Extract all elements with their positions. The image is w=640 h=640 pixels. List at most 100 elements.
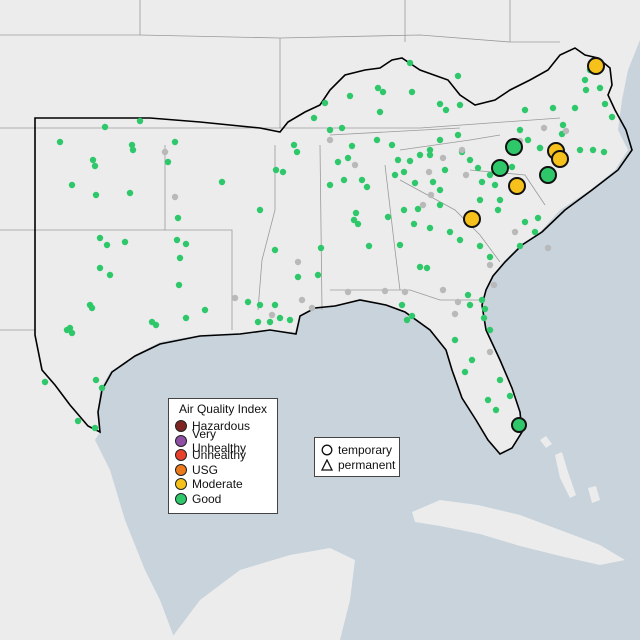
good-monitor[interactable]	[56, 138, 64, 146]
inactive-monitor[interactable]	[486, 348, 494, 356]
good-monitor[interactable]	[486, 326, 494, 334]
good-monitor[interactable]	[218, 178, 226, 186]
good-monitor[interactable]	[414, 205, 422, 213]
good-monitor[interactable]	[174, 214, 182, 222]
inactive-monitor[interactable]	[381, 287, 389, 295]
good-monitor[interactable]	[321, 99, 329, 107]
good-monitor[interactable]	[481, 305, 489, 313]
good-monitor[interactable]	[91, 162, 99, 170]
good-monitor[interactable]	[454, 72, 462, 80]
good-monitor[interactable]	[406, 157, 414, 165]
good-monitor[interactable]	[582, 86, 590, 94]
good-monitor[interactable]	[171, 138, 179, 146]
good-monitor[interactable]	[478, 178, 486, 186]
good-monitor[interactable]	[484, 396, 492, 404]
inactive-monitor[interactable]	[490, 281, 498, 289]
inactive-monitor[interactable]	[454, 298, 462, 306]
good-monitor[interactable]	[494, 206, 502, 214]
good-monitor[interactable]	[388, 141, 396, 149]
good-monitor[interactable]	[176, 254, 184, 262]
inactive-monitor[interactable]	[308, 304, 316, 312]
good-monitor[interactable]	[365, 242, 373, 250]
good-monitor[interactable]	[376, 108, 384, 116]
inactive-monitor[interactable]	[439, 154, 447, 162]
inactive-monitor[interactable]	[171, 193, 179, 201]
good-monitor[interactable]	[436, 136, 444, 144]
good-monitor[interactable]	[581, 76, 589, 84]
good-monitor[interactable]	[317, 244, 325, 252]
good-monitor[interactable]	[496, 376, 504, 384]
good-monitor[interactable]	[446, 228, 454, 236]
good-monitor[interactable]	[496, 196, 504, 204]
good-monitor[interactable]	[403, 316, 411, 324]
good-monitor[interactable]	[436, 100, 444, 108]
inactive-monitor[interactable]	[451, 310, 459, 318]
good-monitor[interactable]	[398, 301, 406, 309]
good-monitor[interactable]	[129, 146, 137, 154]
good-monitor[interactable]	[608, 113, 616, 121]
good-monitor[interactable]	[91, 424, 99, 432]
inactive-monitor[interactable]	[562, 127, 570, 135]
good-monitor[interactable]	[272, 166, 280, 174]
good-monitor[interactable]	[411, 179, 419, 187]
good-monitor[interactable]	[524, 136, 532, 144]
good-monitor[interactable]	[576, 146, 584, 154]
good-monitor[interactable]	[468, 356, 476, 364]
good-monitor[interactable]	[451, 336, 459, 344]
good-monitor[interactable]	[511, 417, 527, 433]
good-monitor[interactable]	[63, 326, 71, 334]
inactive-monitor[interactable]	[511, 228, 519, 236]
good-monitor[interactable]	[98, 384, 106, 392]
good-monitor[interactable]	[589, 146, 597, 154]
good-monitor[interactable]	[601, 100, 609, 108]
good-monitor[interactable]	[279, 168, 287, 176]
good-monitor[interactable]	[286, 316, 294, 324]
good-monitor[interactable]	[348, 142, 356, 150]
inactive-monitor[interactable]	[401, 288, 409, 296]
good-monitor[interactable]	[121, 238, 129, 246]
good-monitor[interactable]	[461, 368, 469, 376]
good-monitor[interactable]	[340, 176, 348, 184]
good-monitor[interactable]	[423, 264, 431, 272]
good-monitor[interactable]	[373, 136, 381, 144]
good-monitor[interactable]	[173, 236, 181, 244]
inactive-monitor[interactable]	[544, 244, 552, 252]
good-monitor[interactable]	[346, 92, 354, 100]
good-monitor[interactable]	[152, 321, 160, 329]
featured-monitors[interactable]	[463, 57, 605, 433]
good-monitor[interactable]	[466, 301, 474, 309]
good-monitor[interactable]	[106, 271, 114, 279]
good-monitor[interactable]	[126, 189, 134, 197]
inactive-monitor[interactable]	[161, 148, 169, 156]
good-monitor[interactable]	[101, 123, 109, 131]
moderate-monitor[interactable]	[463, 210, 481, 228]
good-monitor[interactable]	[531, 228, 539, 236]
good-monitor[interactable]	[92, 376, 100, 384]
inactive-monitor[interactable]	[486, 261, 494, 269]
good-monitor[interactable]	[480, 314, 488, 322]
inactive-monitor[interactable]	[419, 201, 427, 209]
good-monitor[interactable]	[456, 236, 464, 244]
good-monitor[interactable]	[476, 196, 484, 204]
good-monitor[interactable]	[384, 213, 392, 221]
good-monitor[interactable]	[41, 378, 49, 386]
good-monitor[interactable]	[406, 59, 414, 67]
good-monitor[interactable]	[508, 163, 516, 171]
good-monitor[interactable]	[68, 181, 76, 189]
inactive-monitor[interactable]	[458, 146, 466, 154]
good-monitor[interactable]	[549, 104, 557, 112]
good-monitor[interactable]	[103, 241, 111, 249]
good-monitor[interactable]	[344, 154, 352, 162]
good-monitor[interactable]	[334, 158, 342, 166]
good-monitor[interactable]	[164, 158, 172, 166]
good-monitor[interactable]	[294, 273, 302, 281]
good-monitor[interactable]	[271, 246, 279, 254]
good-monitor[interactable]	[410, 220, 418, 228]
inactive-monitor[interactable]	[425, 168, 433, 176]
good-monitor[interactable]	[466, 156, 474, 164]
good-monitor[interactable]	[354, 220, 362, 228]
good-monitor[interactable]	[491, 181, 499, 189]
good-monitor[interactable]	[441, 166, 449, 174]
good-monitor[interactable]	[128, 141, 136, 149]
inactive-monitor[interactable]	[540, 124, 548, 132]
